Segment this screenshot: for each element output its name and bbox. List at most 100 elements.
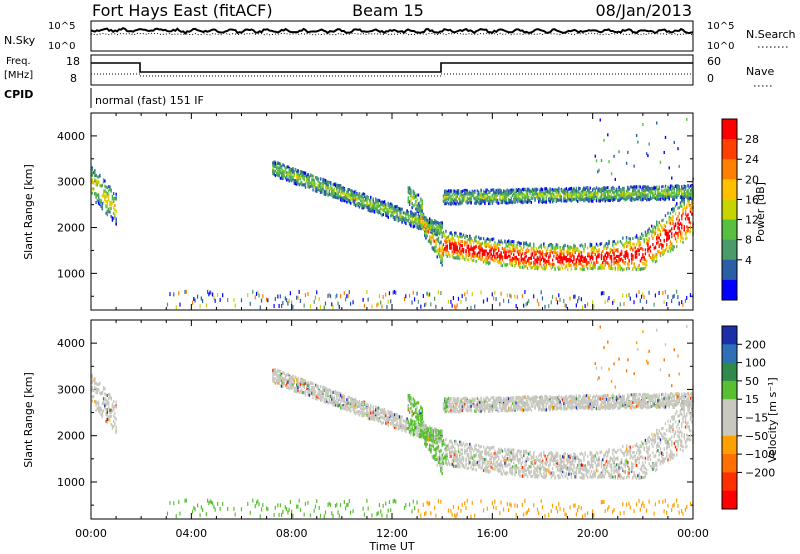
power-echo [526,187,529,191]
power-echo [666,232,668,236]
power-echo [624,241,627,245]
power-echo [338,189,341,193]
power-echo [624,197,627,201]
power-echo [673,225,675,229]
power-echo [456,248,458,252]
power-echo [656,195,658,199]
power-echo [608,196,610,200]
power-echo [523,303,525,308]
power-echo [592,196,594,200]
power-echo [560,249,563,253]
power-echo [533,192,535,196]
power-echo [466,258,469,262]
power-echo [296,182,298,186]
power-echo [319,177,322,181]
nave-tick-top: 60 [707,55,721,68]
power-echo [672,215,674,219]
power-echo [303,175,305,179]
power-echo [114,208,116,212]
power-echo [334,184,337,188]
power-echo [614,189,617,193]
power-echo [629,237,632,241]
power-echo [339,186,342,190]
power-echo [472,248,475,252]
power-echo [683,194,685,198]
power-echo [630,257,633,261]
power-echo [505,199,507,203]
power-echo [679,196,682,200]
power-echo [313,180,316,184]
power-echo [426,222,428,226]
power-echo [509,190,511,194]
power-echo [533,294,535,299]
power-echo [380,207,382,211]
power-echo [509,200,511,204]
power-echo [328,189,331,193]
power-echo [644,248,647,252]
power-echo [459,242,461,246]
power-echo [499,302,501,307]
power-echo [395,218,397,222]
power-echo [599,118,601,122]
cpid-value: normal (fast) 151 IF [95,94,204,107]
power-echo [105,200,107,204]
power-echo [415,221,417,225]
power-echo [337,193,339,197]
power-echo [434,219,436,223]
power-echo [361,206,363,210]
power-echo [301,183,303,187]
power-echo [313,299,315,304]
power-echo [563,298,565,303]
power-echo [400,218,402,222]
power-echo [451,254,453,258]
power-echo [494,290,496,295]
power-echo [273,161,275,165]
power-echo [262,294,264,299]
power-echo [95,182,97,186]
power-echo [551,190,554,194]
power-echo [598,199,600,203]
power-echo [291,172,293,176]
power-echo [620,252,623,256]
velocity-echo [110,396,112,400]
power-echo [612,243,614,247]
power-echo [474,255,476,259]
power-echo [674,193,677,197]
power-echo [622,293,624,298]
power-echo [630,259,633,263]
power-echo [459,234,461,238]
power-echo [509,198,511,202]
power-echo [421,213,423,217]
power-echo [578,191,580,195]
power-echo [594,154,596,158]
power-echo [484,195,486,199]
power-echo [669,186,672,190]
power-echo [659,251,662,255]
power-echo [548,304,550,309]
power-echo [408,189,411,193]
power-echo [575,189,578,193]
power-echo [446,246,448,250]
power-echo [609,255,611,259]
power-echo [469,248,471,252]
power-echo [602,193,604,197]
power-echo [664,229,667,233]
power-echo [175,305,177,310]
power-echo [105,205,107,209]
power-echo [623,267,625,271]
power-echo [430,229,432,233]
power-echo [519,197,521,201]
freq-panel: Freq. [MHz] 18 8 60 0 Nave [4,54,774,87]
power-echo [402,215,405,219]
power-echo [677,214,679,218]
power-echo [455,256,457,260]
power-echo [635,185,638,189]
power-echo [530,248,532,252]
power-echo [282,300,284,305]
power-echo [625,195,628,199]
power-echo [593,247,595,251]
power-echo [317,179,319,183]
power-echo [674,222,677,226]
velocity-echo [112,419,115,423]
power-echo [454,247,456,251]
